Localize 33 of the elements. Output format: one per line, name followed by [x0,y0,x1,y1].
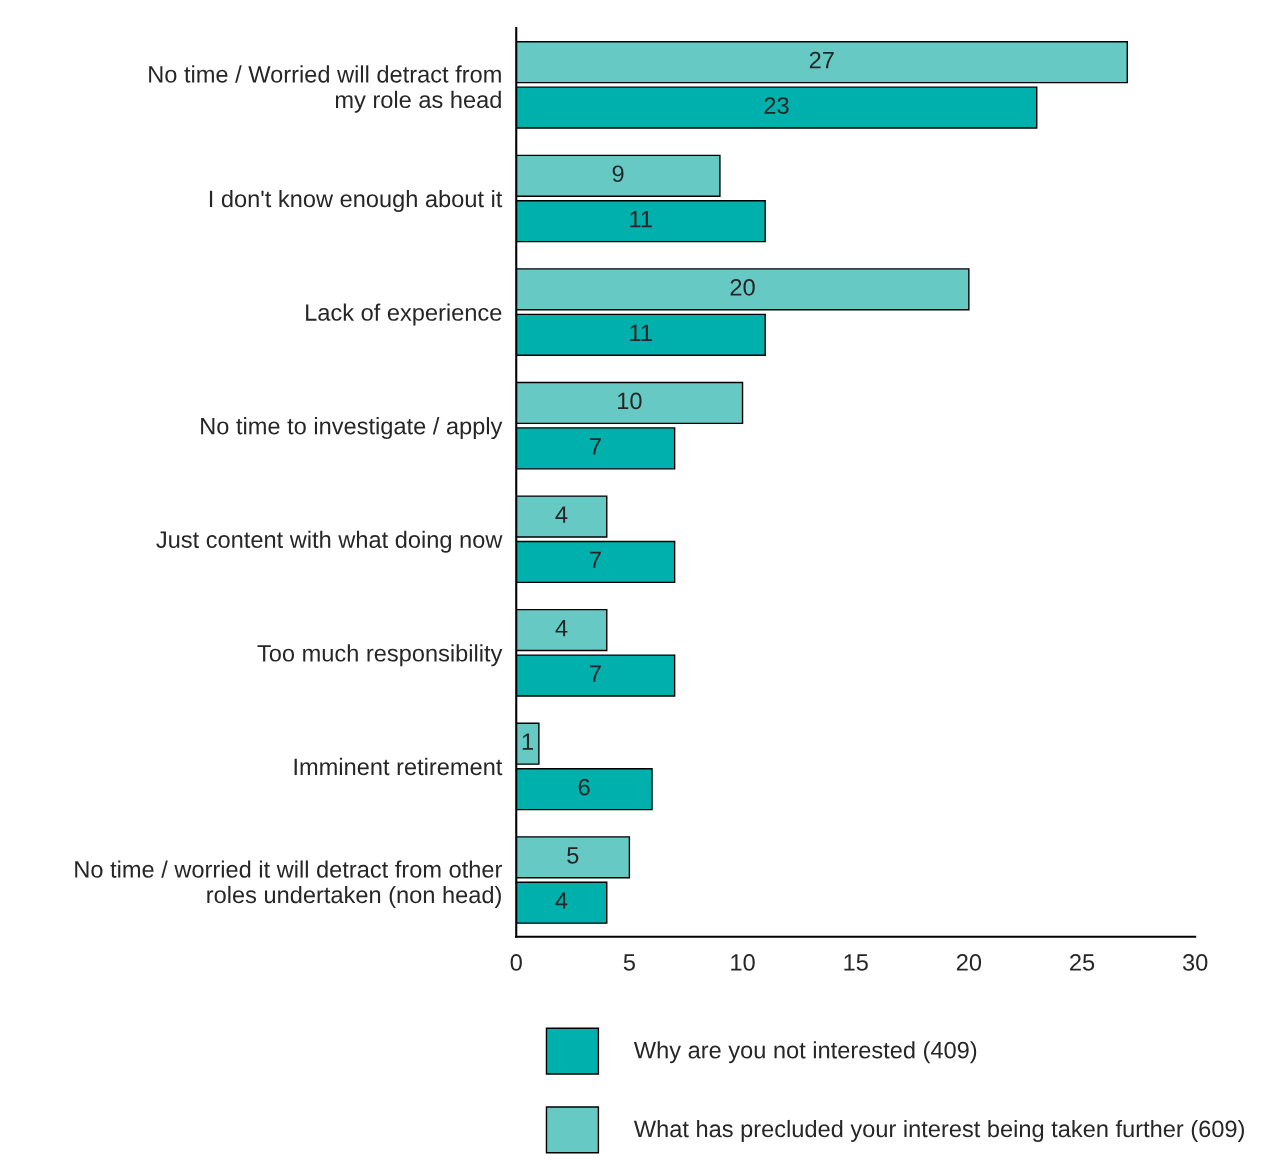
x-tick-label: 25 [1070,954,1095,971]
data-label: 5 [567,847,579,864]
data-label: 10 [618,392,642,410]
data-label: 11 [630,324,652,341]
legend-label: What has precluded your interest being taken further (609) [633,1119,1244,1142]
x-tick-label: 0 [510,954,522,971]
data-label: 4 [555,506,568,523]
y-tick-label: No time to investigate / apply [201,417,503,440]
y-tick-label: No time / Worried will detract from my role as head [149,65,501,113]
legend-label: Why are you not interested (409) [633,1041,977,1064]
y-tick-label: No time / worried it will detract from other roles undertaken (non head) [75,860,502,908]
data-label: 20 [730,278,755,296]
y-tick-label: Imminent retirement [294,757,503,776]
data-label: 27 [809,51,834,69]
x-tick-label: 15 [844,954,868,971]
x-tick-label: 10 [731,954,755,971]
y-tick-label: Lack of experience [306,303,502,326]
y-tick-label: I don't know enough about it [209,189,503,212]
y-tick-label: Just content with what doing now [156,530,503,553]
x-tick-label: 20 [956,954,982,971]
data-label: 9 [612,165,624,183]
data-label: 7 [590,665,601,682]
x-tick-label: 5 [623,954,635,971]
y-tick-label: Too much responsibility [257,644,503,667]
data-label: 4 [555,619,568,637]
data-label: 1 [522,733,533,750]
data-label: 7 [590,438,601,455]
data-label: 4 [555,892,568,909]
data-label: 23 [764,97,789,114]
data-label: 7 [590,551,601,569]
data-label: 11 [630,211,652,228]
x-tick-label: 30 [1182,954,1208,971]
data-label: 6 [578,778,590,796]
